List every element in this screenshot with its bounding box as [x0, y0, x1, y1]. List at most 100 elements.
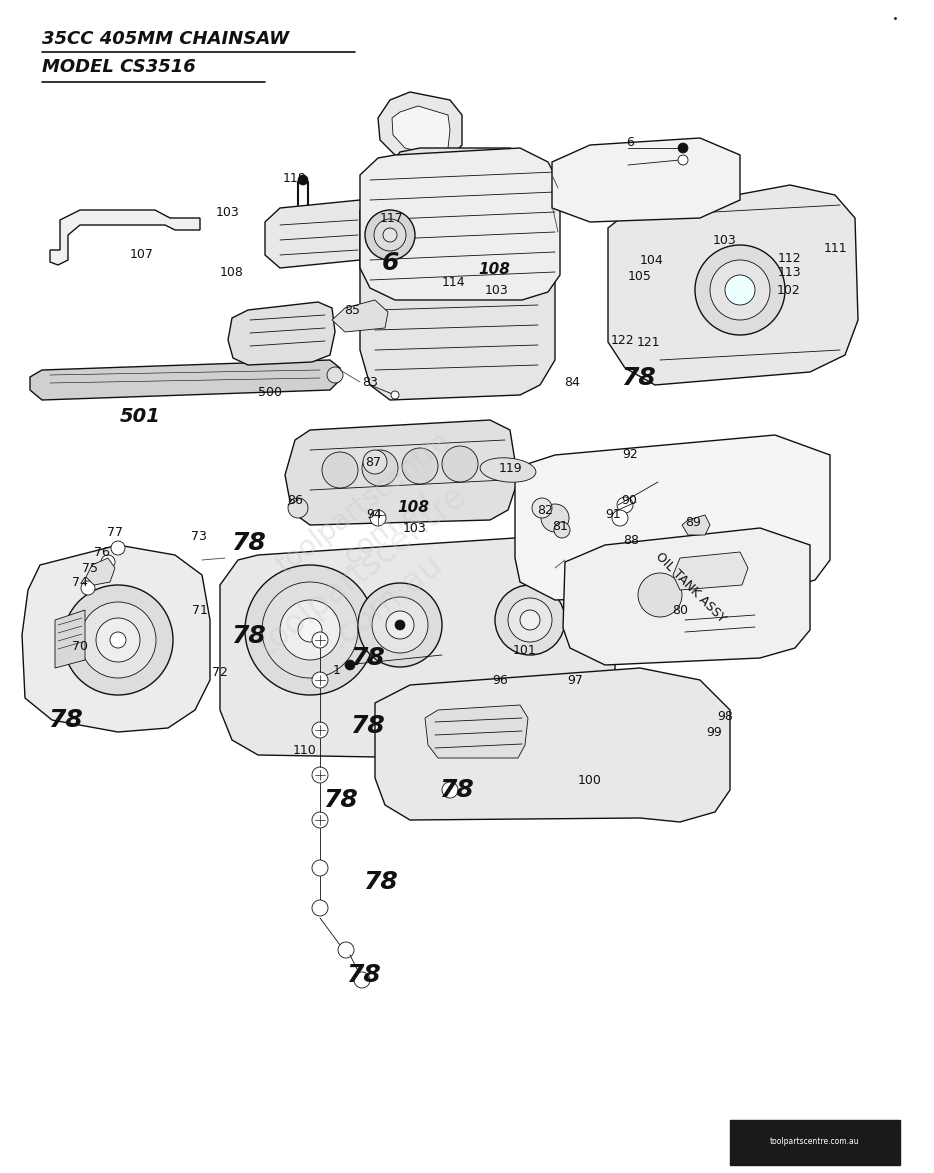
Circle shape — [298, 175, 308, 185]
Text: 99: 99 — [706, 726, 722, 739]
Text: 121: 121 — [636, 337, 659, 350]
Polygon shape — [515, 435, 830, 601]
Circle shape — [372, 597, 428, 653]
Text: 103: 103 — [216, 206, 240, 219]
Text: 104: 104 — [640, 255, 664, 267]
Text: 78: 78 — [362, 870, 397, 894]
Circle shape — [442, 446, 478, 482]
Text: toolpartscentre
.com.au: toolpartscentre .com.au — [271, 427, 476, 605]
Polygon shape — [608, 185, 858, 385]
Polygon shape — [730, 1120, 900, 1165]
Circle shape — [495, 585, 565, 655]
Circle shape — [457, 190, 487, 221]
Circle shape — [298, 618, 322, 642]
Text: 107: 107 — [130, 248, 154, 260]
Circle shape — [312, 672, 328, 689]
Circle shape — [520, 610, 540, 630]
Text: 70: 70 — [72, 640, 88, 653]
Circle shape — [312, 900, 328, 916]
Circle shape — [363, 450, 387, 474]
Polygon shape — [360, 175, 555, 400]
Text: 78: 78 — [48, 708, 82, 732]
Circle shape — [101, 555, 115, 569]
Circle shape — [395, 621, 405, 630]
Text: 78: 78 — [322, 788, 358, 812]
Text: 82: 82 — [537, 503, 553, 516]
Text: 74: 74 — [72, 576, 88, 590]
Text: 91: 91 — [605, 509, 621, 522]
Polygon shape — [285, 420, 518, 526]
Text: 78: 78 — [231, 531, 265, 555]
Polygon shape — [682, 515, 710, 535]
Text: 71: 71 — [192, 604, 208, 617]
Text: 108: 108 — [478, 263, 510, 278]
Text: 78: 78 — [346, 963, 380, 986]
Circle shape — [96, 618, 140, 662]
Circle shape — [111, 541, 125, 555]
Polygon shape — [378, 91, 462, 162]
Text: 87: 87 — [365, 456, 381, 469]
Circle shape — [262, 582, 358, 678]
Text: 1: 1 — [333, 664, 341, 678]
Text: 101: 101 — [513, 644, 537, 657]
Text: 98: 98 — [717, 710, 733, 723]
Circle shape — [91, 568, 105, 582]
Text: 96: 96 — [492, 673, 508, 686]
Circle shape — [338, 942, 354, 958]
Polygon shape — [332, 300, 388, 332]
Circle shape — [541, 504, 569, 533]
Text: 78: 78 — [349, 714, 385, 738]
Circle shape — [678, 143, 688, 152]
Text: 105: 105 — [628, 271, 652, 284]
Text: 90: 90 — [621, 494, 637, 507]
Text: 94: 94 — [366, 509, 382, 522]
Text: 84: 84 — [564, 377, 580, 389]
Text: 117: 117 — [380, 211, 403, 224]
Circle shape — [110, 632, 126, 647]
Polygon shape — [86, 558, 115, 585]
Text: 78: 78 — [231, 624, 265, 647]
Polygon shape — [673, 552, 748, 590]
Text: 73: 73 — [191, 529, 207, 542]
Circle shape — [391, 391, 399, 399]
Circle shape — [280, 601, 340, 660]
Text: 103: 103 — [403, 522, 427, 535]
Text: 100: 100 — [578, 773, 601, 787]
Text: 114: 114 — [441, 277, 465, 290]
Circle shape — [467, 201, 477, 210]
Text: 83: 83 — [362, 375, 378, 388]
Text: toolpartscentre
.com.au: toolpartscentre .com.au — [251, 480, 496, 693]
Polygon shape — [228, 301, 335, 365]
Circle shape — [80, 602, 156, 678]
Ellipse shape — [480, 457, 536, 482]
Circle shape — [312, 723, 328, 738]
Text: 108: 108 — [397, 501, 429, 515]
Text: 75: 75 — [82, 562, 98, 575]
Text: MODEL CS3516: MODEL CS3516 — [42, 57, 196, 76]
Text: 86: 86 — [287, 494, 303, 507]
Circle shape — [312, 812, 328, 828]
Text: toolpartscentre.com.au: toolpartscentre.com.au — [771, 1138, 860, 1146]
Text: 111: 111 — [823, 242, 847, 255]
Circle shape — [612, 510, 628, 526]
Polygon shape — [375, 667, 730, 822]
Circle shape — [358, 583, 442, 667]
Circle shape — [638, 572, 682, 617]
Circle shape — [508, 598, 552, 642]
Circle shape — [444, 177, 500, 233]
Circle shape — [386, 611, 414, 639]
Polygon shape — [392, 106, 450, 155]
Text: 78: 78 — [349, 646, 385, 670]
Polygon shape — [265, 201, 370, 267]
Circle shape — [327, 367, 343, 384]
Circle shape — [725, 274, 755, 305]
Text: 92: 92 — [622, 448, 638, 461]
Polygon shape — [50, 210, 200, 265]
Circle shape — [245, 565, 375, 694]
Text: 119: 119 — [498, 461, 522, 475]
Circle shape — [370, 510, 386, 526]
Text: 500: 500 — [258, 386, 282, 399]
Polygon shape — [220, 535, 615, 760]
Text: 108: 108 — [220, 265, 244, 278]
Circle shape — [442, 782, 458, 798]
